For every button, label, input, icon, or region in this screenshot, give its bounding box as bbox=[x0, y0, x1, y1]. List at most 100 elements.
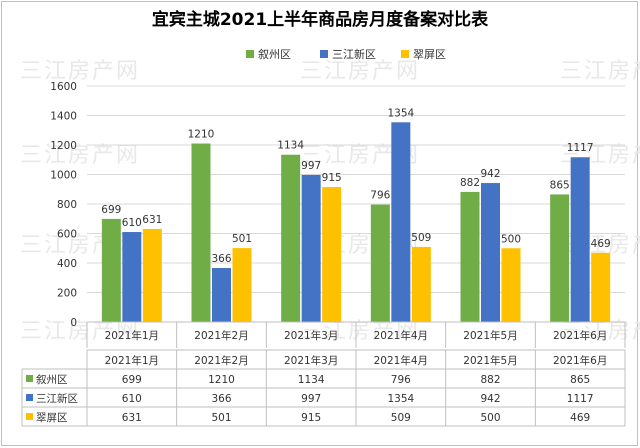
data-label: 865 bbox=[550, 179, 570, 191]
table-header-cell: 2021年6月 bbox=[553, 354, 607, 367]
gridlines bbox=[87, 85, 625, 323]
table-cell: 501 bbox=[211, 412, 231, 424]
y-tick-label: 1400 bbox=[50, 111, 77, 123]
watermark: 三江房产网 bbox=[20, 233, 140, 258]
table-header-cell: 2021年4月 bbox=[374, 354, 428, 367]
table-cell: 1210 bbox=[208, 374, 235, 386]
table-cell: 865 bbox=[570, 374, 590, 386]
y-tick-label: 0 bbox=[70, 317, 77, 329]
x-tick-label: 2021年3月 bbox=[284, 329, 338, 342]
bar bbox=[281, 154, 301, 322]
table-cell: 1117 bbox=[567, 393, 594, 405]
data-label: 796 bbox=[370, 190, 390, 202]
table-header-cell: 2021年2月 bbox=[194, 354, 248, 367]
y-tick-label: 800 bbox=[57, 199, 77, 211]
table-cell: 366 bbox=[211, 393, 231, 405]
data-label: 631 bbox=[142, 214, 162, 226]
table-cell: 631 bbox=[122, 412, 142, 424]
table-header-cell: 2021年1月 bbox=[105, 354, 159, 367]
table-header-cell: 2021年5月 bbox=[463, 354, 517, 367]
table-cell: 1134 bbox=[298, 374, 325, 386]
bar bbox=[481, 183, 500, 322]
x-tick-label: 2021年5月 bbox=[463, 329, 517, 342]
data-label: 942 bbox=[480, 168, 500, 180]
watermark: 三江房产网 bbox=[20, 59, 140, 84]
legend-entry: 三江新区 bbox=[332, 47, 376, 61]
table-cell: 796 bbox=[391, 374, 411, 386]
x-axis: 2021年1月 2021年2月 2021年3月 2021年4月 2021年5月 2021年… bbox=[86, 321, 626, 348]
bar bbox=[191, 143, 211, 322]
data-label: 469 bbox=[591, 238, 611, 250]
bar bbox=[591, 252, 611, 322]
data-label: 997 bbox=[301, 160, 321, 172]
watermark: 三江房产网 bbox=[20, 319, 140, 344]
data-label: 1354 bbox=[387, 107, 414, 119]
legend-swatch bbox=[320, 50, 328, 58]
bar bbox=[122, 232, 142, 322]
y-tick-label: 200 bbox=[57, 288, 77, 300]
y-axis: 0 200 400 600 800 1000 1200 1400 1600 bbox=[50, 81, 77, 329]
data-label: 915 bbox=[322, 172, 342, 184]
table-row-label: 翠屏区 bbox=[36, 412, 68, 424]
table-cell: 942 bbox=[480, 393, 500, 405]
bar bbox=[370, 204, 390, 322]
table-cell: 509 bbox=[391, 412, 411, 424]
data-label: 501 bbox=[232, 233, 252, 245]
data-label: 699 bbox=[101, 204, 121, 216]
data-label: 1134 bbox=[277, 140, 304, 152]
data-label: 610 bbox=[122, 217, 142, 229]
data-label: 1117 bbox=[567, 142, 594, 154]
x-tick-label: 2021年1月 bbox=[105, 329, 159, 342]
table-row-label: 叙州区 bbox=[36, 373, 68, 386]
table-legend-key bbox=[26, 375, 33, 382]
data-label: 882 bbox=[460, 177, 480, 189]
table-legend-key bbox=[26, 394, 33, 401]
bar bbox=[232, 248, 252, 322]
bar bbox=[411, 246, 431, 322]
table-cell: 997 bbox=[301, 393, 321, 405]
table-cell: 915 bbox=[301, 412, 321, 424]
bar bbox=[212, 268, 231, 322]
chart-title: 宜宾主城2021上半年商品房月度备案对比表 bbox=[152, 9, 489, 30]
watermark: 三江房产网 bbox=[560, 59, 640, 84]
table-cell: 610 bbox=[122, 393, 142, 405]
y-tick-label: 600 bbox=[57, 229, 77, 241]
watermark: 三江房产网 bbox=[560, 319, 640, 344]
y-tick-label: 1600 bbox=[50, 81, 77, 93]
table-header-cell: 2021年3月 bbox=[284, 354, 338, 367]
data-label: 1210 bbox=[188, 129, 215, 141]
legend-entry: 翠屏区 bbox=[413, 48, 446, 61]
table-cell: 469 bbox=[570, 412, 590, 424]
x-tick-label: 2021年4月 bbox=[374, 329, 428, 342]
bar bbox=[301, 174, 321, 322]
watermark: 三江房产网 bbox=[300, 59, 420, 84]
data-label: 366 bbox=[211, 253, 231, 265]
bar bbox=[550, 194, 570, 322]
table-cell: 1354 bbox=[387, 393, 414, 405]
x-tick-label: 2021年2月 bbox=[194, 329, 248, 342]
watermark: 三江房产网 bbox=[20, 143, 140, 168]
table-cell: 500 bbox=[480, 412, 500, 424]
data-label: 500 bbox=[501, 233, 521, 245]
y-tick-label: 1000 bbox=[50, 170, 77, 182]
data-label: 509 bbox=[411, 232, 431, 244]
y-tick-label: 400 bbox=[57, 258, 77, 270]
watermark: 三江房产网 bbox=[300, 319, 420, 344]
table-cell: 699 bbox=[122, 374, 142, 386]
table-row-label: 三江新区 bbox=[36, 392, 78, 405]
bar bbox=[460, 191, 480, 322]
bar bbox=[142, 228, 162, 322]
data-table: 2021年1月 2021年2月 2021年3月 2021年4月 2021年5月 2021年… bbox=[21, 349, 626, 427]
bar bbox=[570, 157, 590, 322]
x-tick-label: 2021年6月 bbox=[553, 329, 607, 342]
table-cell: 882 bbox=[480, 374, 500, 386]
legend: 叙州区 三江新区 翠屏区 bbox=[246, 47, 446, 61]
bar bbox=[501, 248, 521, 322]
legend-swatch bbox=[246, 50, 254, 58]
bar bbox=[101, 218, 121, 322]
legend-swatch bbox=[401, 50, 409, 58]
bars bbox=[101, 122, 611, 322]
